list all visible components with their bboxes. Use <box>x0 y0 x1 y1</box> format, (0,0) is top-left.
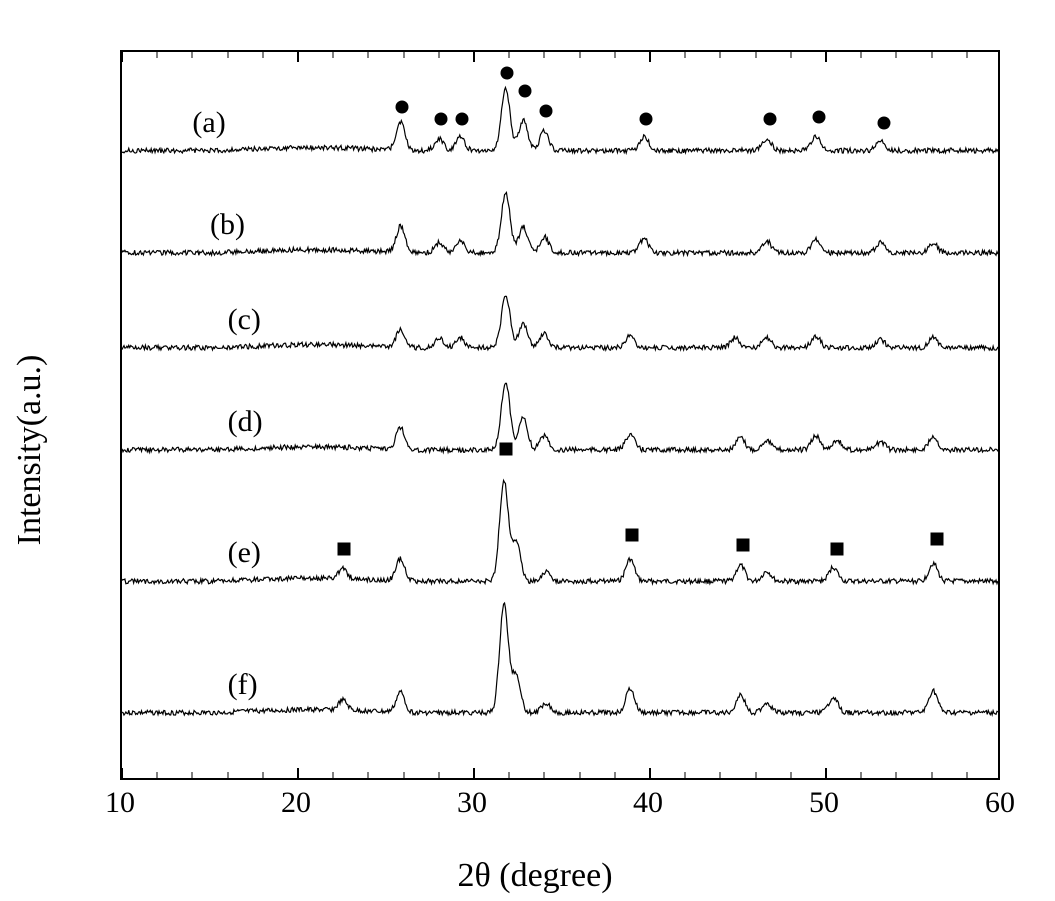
circle-marker-icon <box>519 84 532 97</box>
square-marker-icon <box>737 539 750 552</box>
circle-marker-icon <box>763 112 776 125</box>
square-marker-icon <box>830 543 843 556</box>
y-axis-label: Intensity(a.u.) <box>11 355 49 546</box>
x-tick-label: 30 <box>457 786 487 820</box>
x-tick-label: 50 <box>809 786 839 820</box>
x-tick-label: 60 <box>985 786 1015 820</box>
square-marker-icon <box>626 529 639 542</box>
x-axis-label: 2θ (degree) <box>457 857 612 895</box>
square-marker-icon <box>930 533 943 546</box>
x-tick-label: 10 <box>105 786 135 820</box>
circle-marker-icon <box>434 112 447 125</box>
circle-marker-icon <box>640 112 653 125</box>
square-marker-icon <box>337 543 350 556</box>
square-marker-icon <box>499 443 512 456</box>
plot-area: (a)(b)(c)(d)(e)(f) <box>120 50 1000 780</box>
x-tick-label: 20 <box>281 786 311 820</box>
xrd-chart: Intensity(a.u.) (a)(b)(c)(d)(e)(f) 10203… <box>40 20 1030 880</box>
circle-marker-icon <box>540 104 553 117</box>
circle-marker-icon <box>878 116 891 129</box>
circle-marker-icon <box>455 112 468 125</box>
circle-marker-icon <box>395 100 408 113</box>
x-tick-label: 40 <box>633 786 663 820</box>
trace-label-f: (f) <box>228 668 258 702</box>
circle-marker-icon <box>501 66 514 79</box>
circle-marker-icon <box>812 110 825 123</box>
